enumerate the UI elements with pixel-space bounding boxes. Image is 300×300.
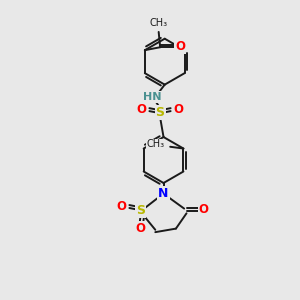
Text: N: N: [158, 187, 169, 200]
Text: O: O: [136, 222, 146, 235]
Text: S: S: [136, 205, 145, 218]
Text: O: O: [174, 103, 184, 116]
Text: S: S: [155, 106, 164, 119]
Text: O: O: [116, 200, 126, 213]
Text: HN: HN: [143, 92, 161, 102]
Text: CH₃: CH₃: [150, 18, 168, 28]
Text: O: O: [199, 203, 208, 216]
Text: CH₃: CH₃: [147, 140, 165, 149]
Text: O: O: [175, 40, 185, 52]
Text: O: O: [136, 103, 146, 116]
